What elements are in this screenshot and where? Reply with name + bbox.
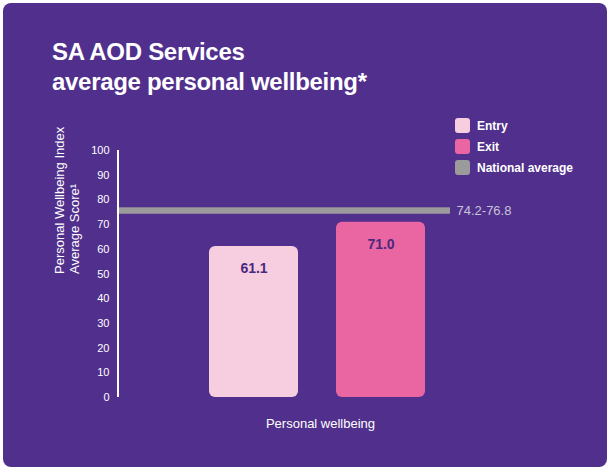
html-text:National average: National average bbox=[477, 160, 573, 175]
svg-text:74.2-76.8: 74.2-76.8 bbox=[457, 203, 512, 218]
svg-text:10: 10 bbox=[97, 366, 109, 378]
svg-text:0: 0 bbox=[103, 391, 109, 403]
svg-text:90: 90 bbox=[97, 169, 109, 181]
html-text:SA AOD Services: SA AOD Services bbox=[52, 38, 245, 65]
svg-text:50: 50 bbox=[97, 268, 109, 280]
svg-text:Personal wellbeing: Personal wellbeing bbox=[266, 416, 375, 431]
html-text:Entry: Entry bbox=[477, 118, 508, 133]
html-text:Exit: Exit bbox=[477, 139, 499, 154]
svg-text:70: 70 bbox=[97, 218, 109, 230]
svg-text:80: 80 bbox=[97, 193, 109, 205]
svg-text:40: 40 bbox=[97, 292, 109, 304]
svg-text:60: 60 bbox=[97, 243, 109, 255]
svg-text:61.1: 61.1 bbox=[240, 260, 267, 276]
svg-text:Personal Wellbeing IndexAverag: Personal Wellbeing IndexAverage Score¹ bbox=[52, 126, 82, 274]
svg-text:100: 100 bbox=[91, 144, 109, 156]
svg-text:71.0: 71.0 bbox=[367, 236, 394, 252]
svg-text:20: 20 bbox=[97, 342, 109, 354]
html-text:average personal wellbeing*: average personal wellbeing* bbox=[52, 68, 367, 95]
svg-text:30: 30 bbox=[97, 317, 109, 329]
